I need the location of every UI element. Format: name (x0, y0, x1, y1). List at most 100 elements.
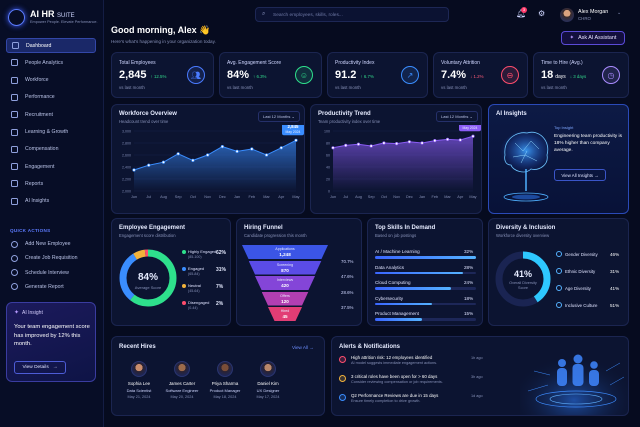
y-tick-label: 20 (326, 177, 330, 181)
sidebar-item-reports[interactable]: Reports (6, 176, 96, 191)
alert-time: 3h ago (471, 375, 483, 379)
quick-action-item[interactable]: Create Job Requisition (6, 252, 96, 264)
clock-icon: ◷ (602, 66, 620, 84)
donut-slice (119, 249, 177, 307)
x-tick-label: Dec (219, 195, 226, 199)
alert-title[interactable]: Q2 Performance Reviews are due in 15 day… (351, 393, 439, 398)
funnel-stage-label: Interviews (276, 278, 294, 282)
chevron-down-icon[interactable]: ⌄ (617, 10, 622, 16)
alert-title[interactable]: High attrition risk: 12 employees identi… (351, 355, 433, 360)
kpi-delta: ↓ 3 days (569, 74, 587, 79)
funnel-stage[interactable]: Hired 45 (268, 307, 302, 321)
sidebar-item-dashboard[interactable]: Dashboard (6, 38, 96, 53)
globe-icon (556, 268, 562, 274)
donut-slice (495, 251, 551, 307)
sidebar-item-recruitment[interactable]: Recruitment (6, 107, 96, 122)
ask-ai-assistant-button[interactable]: ✦ Ask AI Assistant (561, 31, 625, 45)
search-placeholder: Search employees, skills, roles... (273, 12, 343, 18)
sidebar-item-compensation[interactable]: Compensation (6, 142, 96, 157)
age-icon (556, 285, 562, 291)
chart-tooltip (459, 125, 481, 132)
chart-icon (11, 93, 18, 101)
funnel-stage-value: 120 (281, 298, 289, 304)
notification-badge: 3 (521, 7, 527, 13)
search-input[interactable]: ⌕ Search employees, skills, roles... (255, 7, 449, 22)
avatar[interactable] (174, 361, 190, 377)
gear-icon[interactable]: ⚙ (538, 9, 546, 18)
arrow-right-icon: → (52, 365, 58, 370)
quick-action-item[interactable]: Add New Employee (6, 238, 96, 250)
engagement-center-value: 84% (137, 272, 158, 283)
avatar[interactable] (131, 361, 147, 377)
bell-icon[interactable]: 🔔︎ (516, 9, 527, 18)
legend-label: Engaged (188, 266, 205, 271)
view-details-button[interactable]: View Details → (14, 361, 66, 374)
data-point (220, 145, 224, 149)
quick-action-item[interactable]: Schedule Interview (6, 267, 96, 279)
sidebar-item-label: AI Insights (25, 198, 50, 205)
sidebar-item-ai-insights[interactable]: AI Insights (6, 194, 96, 209)
skill-bar (375, 256, 476, 259)
hire-date: May 21, 2024 (127, 395, 151, 399)
alert-title[interactable]: 3 critical roles have been open for > 60… (351, 374, 438, 379)
hires-view-all-link[interactable]: View All → (292, 345, 314, 350)
avatar[interactable] (217, 361, 233, 377)
alert-icon (339, 356, 346, 363)
hiring-funnel-card: Hiring Funnel Candidate progression this… (236, 218, 362, 326)
diversity-center-label: Overall Diversity Score (509, 281, 537, 290)
sidebar-item-workforce[interactable]: Workforce (6, 73, 96, 88)
sidebar-item-learning-growth[interactable]: Learning & Growth (6, 125, 96, 140)
skill-label: Data Analytics (375, 264, 405, 270)
y-tick-label: 3,000 (122, 129, 131, 133)
x-tick-label: Jun (131, 195, 137, 199)
productivity-filter[interactable]: Last 12 Months ⌄ (436, 111, 478, 122)
sidebar-item-performance[interactable]: Performance (6, 90, 96, 105)
x-tick-label: Jul (146, 195, 151, 199)
sidebar-item-engagement[interactable]: Engagement (6, 159, 96, 174)
productivity-chart: 0 20 40 60 80 100 Jun Jul Aug Sep Oct Nov Dec Jan Feb M… (324, 125, 481, 199)
funnel-stage[interactable]: Interviews 420 (255, 276, 315, 290)
x-tick-label: May (292, 195, 299, 199)
avatar[interactable] (260, 361, 276, 377)
quick-action-label: Generate Report (25, 283, 64, 290)
legend-value: 62% (216, 250, 227, 256)
data-point (331, 146, 335, 150)
action-icon (11, 269, 18, 277)
hire-role: UX Designer (256, 388, 280, 393)
bulb-icon (11, 197, 18, 205)
view-all-insights-button[interactable]: View All Insights → (554, 169, 606, 181)
x-tick-label: Apr (457, 195, 464, 199)
y-tick-label: 0 (328, 189, 330, 193)
funnel-stage-value: 1,248 (279, 252, 291, 257)
series-line (133, 139, 297, 171)
funnel-stage[interactable]: Applications 1,248 (242, 245, 328, 259)
hire-date: May 18, 2024 (213, 395, 237, 399)
y-tick-label: 40 (326, 165, 330, 169)
quick-action-item[interactable]: Generate Report (6, 281, 96, 293)
funnel-subtitle: Candidate progression this month (244, 233, 307, 238)
y-tick-label: 80 (326, 141, 330, 145)
data-point (264, 153, 269, 157)
smile-icon: ☺ (295, 66, 313, 84)
avatar[interactable] (560, 8, 574, 22)
kpi-note: vs last month (119, 85, 145, 90)
data-point (161, 160, 166, 164)
data-point (250, 147, 254, 151)
workforce-subtitle: Headcount trend over time (119, 119, 169, 124)
tooltip-label: May 2024 (463, 126, 478, 130)
sidebar-item-people-analytics[interactable]: People Analytics (6, 55, 96, 70)
kpi-card: Total Employees 2,845 ↑ 12.5% vs last month… (111, 52, 214, 98)
sidebar-item-label: Engagement (25, 163, 55, 170)
alert-time: 1h ago (471, 356, 483, 360)
workforce-filter[interactable]: Last 12 Months ⌄ (258, 111, 300, 122)
funnel-stage[interactable]: Screening 870 (248, 260, 322, 275)
alerts-card: Alerts & Notifications High attrition ri… (331, 336, 629, 416)
funnel-stage[interactable]: Offers 120 (261, 291, 309, 306)
funnel-stage-value: 45 (282, 314, 288, 319)
diversity-subtitle: Workforce diversity overview (496, 233, 550, 238)
skill-bar (375, 287, 476, 290)
funnel-stage-rate: 70.7% (341, 258, 354, 264)
kpi-delta: ↓ 1.2% (470, 74, 484, 79)
quick-action-label: Add New Employee (25, 241, 71, 247)
funnel-stage-label: Screening (276, 262, 294, 267)
